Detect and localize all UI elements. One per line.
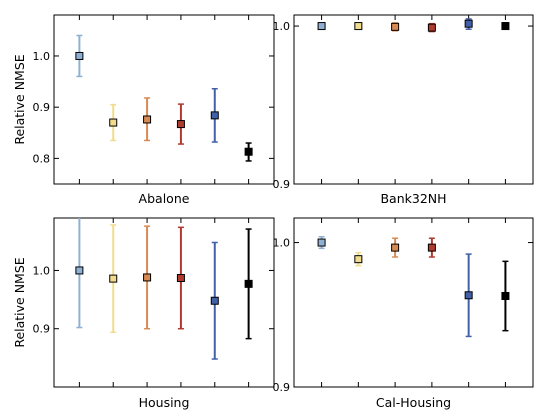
y-axis-label: Relative NMSE	[12, 54, 27, 144]
y-tick-label: 1.0	[273, 20, 291, 33]
data-point	[317, 238, 326, 247]
data-point	[317, 22, 326, 31]
data-point	[75, 266, 84, 275]
data-point	[109, 118, 118, 127]
data-point	[210, 111, 219, 120]
data-point	[75, 51, 84, 60]
data-point	[501, 22, 510, 31]
data-point	[176, 120, 185, 129]
x-axis-label: Abalone	[139, 191, 190, 206]
y-tick-label: 1.0	[273, 237, 291, 250]
panel-housing: Relative NMSE Housing 0.9 1.0	[12, 217, 275, 410]
x-axis-label: Housing	[139, 395, 190, 410]
data-point	[391, 243, 400, 252]
data-point	[244, 279, 253, 288]
marks: 0.9 1.0	[33, 218, 274, 387]
y-tick-label: 0.9	[273, 381, 291, 394]
data-point	[501, 292, 510, 300]
panel-abalone: Relative NMSE Abalone 0.8 0.9 1.0	[12, 14, 275, 206]
panel-bank32nh: Bank32NH 0.9 1.0	[273, 14, 534, 206]
x-axis-label: Cal-Housing	[376, 395, 451, 410]
data-point	[391, 22, 400, 31]
data-point	[109, 274, 118, 283]
data-point	[176, 274, 185, 283]
data-point	[354, 255, 363, 264]
data-point	[427, 23, 436, 32]
data-point	[244, 147, 253, 156]
y-tick-label: 0.8	[33, 152, 51, 165]
data-point	[143, 273, 152, 282]
y-axis-label: Relative NMSE	[12, 257, 27, 347]
y-tick-label: 0.9	[33, 323, 51, 336]
x-axis-label: Bank32NH	[380, 191, 446, 206]
plot-frame	[293, 14, 534, 185]
plot-frame	[53, 217, 275, 388]
y-tick-label: 0.9	[273, 178, 291, 191]
marks: 0.9 1.0	[273, 218, 533, 394]
data-point	[464, 291, 473, 300]
data-point	[427, 243, 436, 252]
y-tick-label: 1.0	[33, 50, 51, 63]
y-tick-label: 1.0	[33, 264, 51, 277]
marks: 0.9 1.0	[273, 15, 533, 191]
data-point	[210, 296, 219, 305]
marks: 0.8 0.9 1.0	[33, 15, 274, 184]
plot-frame	[53, 14, 275, 185]
panel-cal-housing: Cal-Housing 0.9 1.0	[273, 217, 534, 410]
data-point	[464, 19, 473, 28]
y-tick-label: 0.9	[33, 101, 51, 114]
data-point	[143, 115, 152, 124]
plot-frame	[293, 217, 534, 388]
data-point	[354, 22, 363, 31]
